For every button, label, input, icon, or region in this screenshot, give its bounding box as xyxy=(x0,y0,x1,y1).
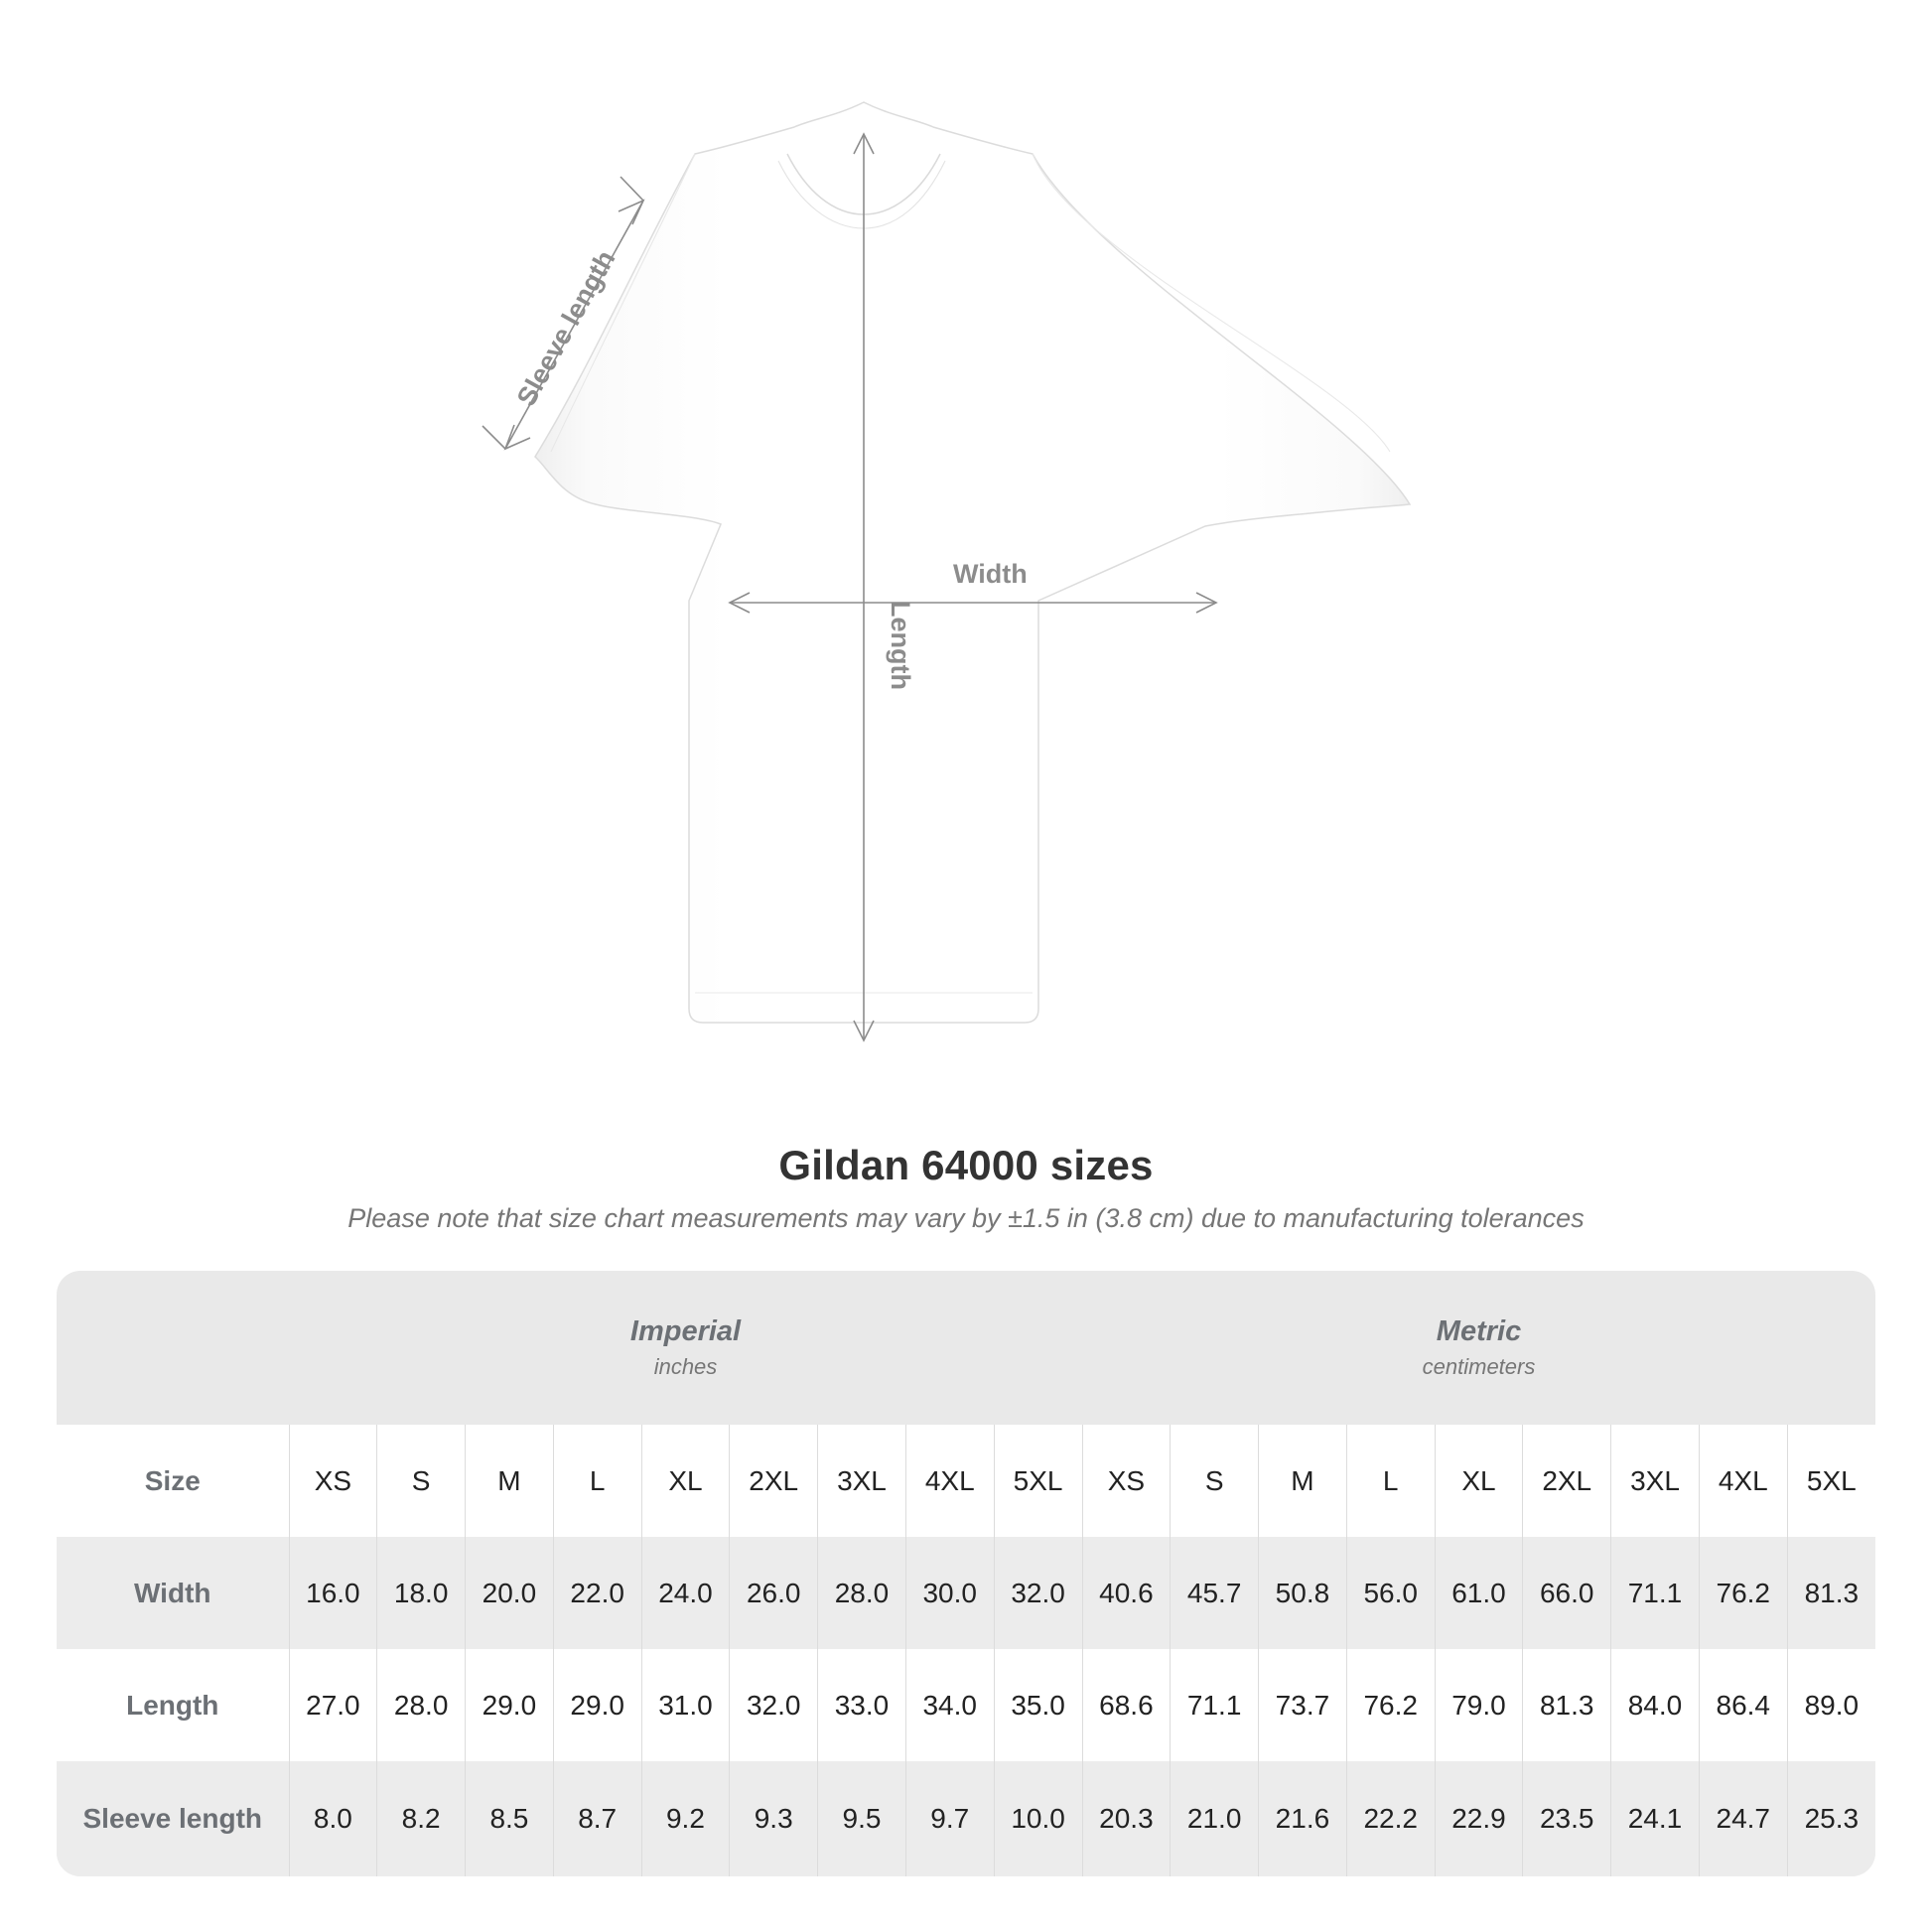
svg-text:Width: Width xyxy=(953,559,1028,589)
svg-text:Length: Length xyxy=(886,601,915,690)
